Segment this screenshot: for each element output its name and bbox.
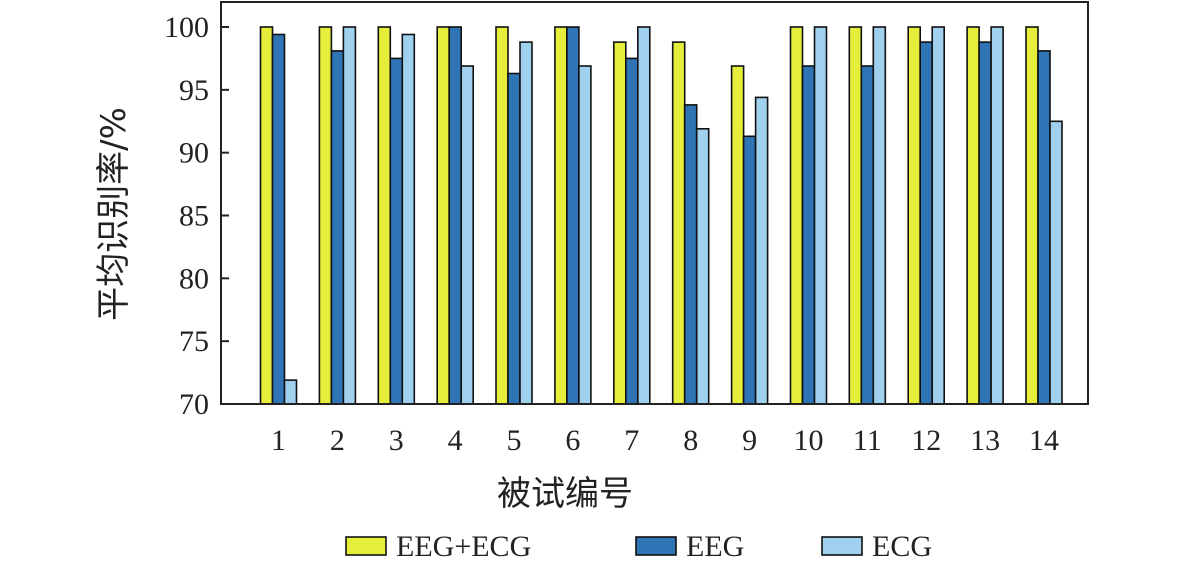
bar-ecg-8 xyxy=(695,128,710,405)
x-tick-label: 1 xyxy=(271,424,286,457)
bar-eeg-ecg-8 xyxy=(671,41,686,405)
bar-ecg-9 xyxy=(754,96,769,405)
bar-eeg-14 xyxy=(1037,50,1051,405)
legend-label-eeg: EEG xyxy=(686,530,744,563)
x-tick-label: 11 xyxy=(853,424,882,457)
plot-frame xyxy=(220,1,1089,405)
bar-ecg-11 xyxy=(872,26,887,405)
x-tick-label: 9 xyxy=(742,424,757,457)
bar-eeg-8 xyxy=(683,104,698,405)
bar-ecg-14 xyxy=(1049,120,1063,405)
bar-eeg-ecg-2 xyxy=(318,26,333,405)
bar-eeg-ecg-14 xyxy=(1025,26,1039,405)
x-tick-label: 2 xyxy=(330,424,345,457)
bar-eeg-12 xyxy=(919,41,934,405)
x-axis-title: 被试编号 xyxy=(497,474,633,514)
x-tick-label: 12 xyxy=(911,424,941,457)
y-tick-label: 100 xyxy=(164,11,209,44)
y-tick-label: 90 xyxy=(179,137,209,170)
bar-ecg-10 xyxy=(813,26,828,405)
bar-ecg-13 xyxy=(990,26,1004,405)
y-tick-label: 70 xyxy=(179,388,209,421)
legend-label-ecg: ECG xyxy=(872,530,932,563)
x-tick-label: 5 xyxy=(507,424,522,457)
bar-eeg-ecg-12 xyxy=(907,26,922,405)
x-tick-label: 8 xyxy=(683,424,698,457)
x-tick-label: 10 xyxy=(793,424,823,457)
bar-ecg-2 xyxy=(342,26,357,405)
bar-eeg-ecg-10 xyxy=(789,26,804,405)
bar-eeg-ecg-9 xyxy=(730,65,745,405)
bars-layer xyxy=(259,26,1063,405)
x-tick-label: 14 xyxy=(1029,424,1059,457)
legend-swatch-eeg-ecg xyxy=(345,536,387,556)
y-tick-label: 95 xyxy=(179,74,209,107)
y-tick-label: 80 xyxy=(179,262,209,295)
legend-label-eeg-ecg: EEG+ECG xyxy=(396,530,531,563)
bar-ecg-1 xyxy=(283,379,298,405)
bar-eeg-9 xyxy=(742,135,757,405)
bar-ecg-4 xyxy=(460,65,475,405)
y-axis-title: 平均识别率/% xyxy=(94,107,134,321)
bar-ecg-5 xyxy=(519,41,533,405)
bar-eeg-ecg-3 xyxy=(377,26,392,405)
bar-eeg-1 xyxy=(271,33,286,405)
bar-eeg-ecg-1 xyxy=(259,26,274,405)
bar-eeg-ecg-13 xyxy=(966,26,980,405)
y-axis: 70 75 80 85 90 95 100 xyxy=(164,11,229,421)
x-tick-label: 6 xyxy=(565,424,580,457)
legend-swatch-ecg xyxy=(821,536,863,556)
x-tick-label: 13 xyxy=(970,424,1000,457)
bar-eeg-ecg-11 xyxy=(848,26,863,405)
bar-eeg-3 xyxy=(389,57,404,405)
bar-eeg-ecg-5 xyxy=(495,26,509,405)
bar-eeg-ecg-7 xyxy=(612,41,627,405)
bar-eeg-5 xyxy=(507,72,521,405)
bar-ecg-3 xyxy=(401,33,416,405)
x-tick-label: 3 xyxy=(389,424,404,457)
bar-eeg-10 xyxy=(801,65,816,405)
bar-ecg-12 xyxy=(931,26,946,405)
x-tick-label: 7 xyxy=(624,424,639,457)
y-tick-label: 85 xyxy=(179,200,209,233)
bar-ecg-7 xyxy=(636,26,651,405)
bar-eeg-ecg-6 xyxy=(554,26,568,405)
y-tick-label: 75 xyxy=(179,325,209,358)
bar-eeg-2 xyxy=(330,50,345,405)
bar-ecg-6 xyxy=(578,65,592,405)
bar-eeg-ecg-4 xyxy=(436,26,451,405)
legend-swatch-eeg xyxy=(635,536,677,556)
bar-eeg-4 xyxy=(448,26,463,405)
x-axis: 1 2 3 4 5 6 7 8 9 10 11 12 13 14 xyxy=(271,424,1059,457)
bar-eeg-7 xyxy=(624,57,639,405)
x-tick-label: 4 xyxy=(448,424,463,457)
bar-eeg-6 xyxy=(566,26,580,405)
bar-eeg-11 xyxy=(860,65,875,405)
bar-eeg-13 xyxy=(978,41,992,405)
legend: EEG+ECG EEG ECG xyxy=(345,530,932,563)
